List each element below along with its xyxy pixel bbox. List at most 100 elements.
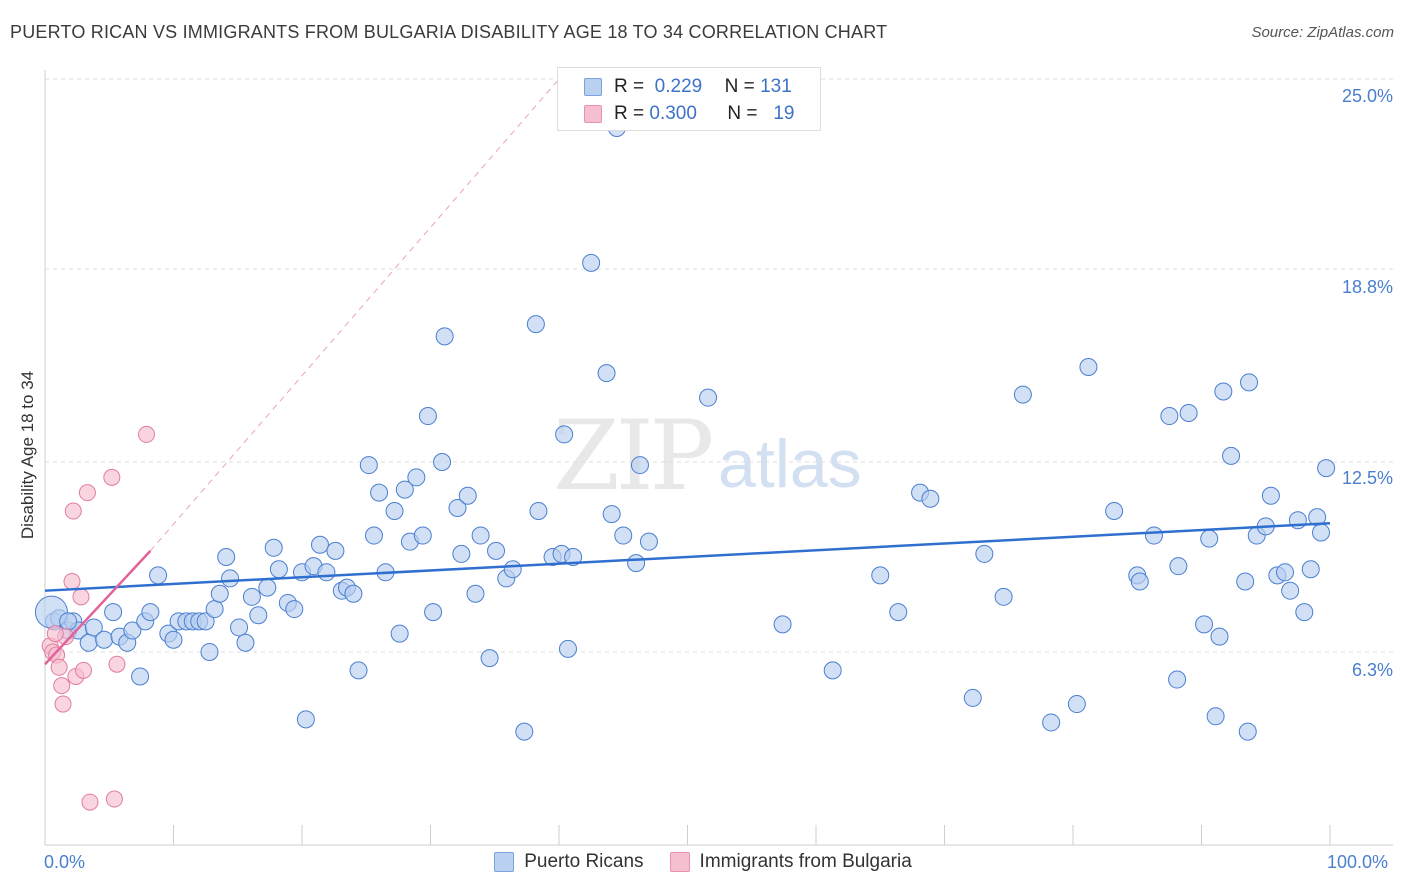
legend-row-puerto-ricans: R = 0.229 N = 131 <box>584 75 792 99</box>
legend-r-value: 0.229 <box>654 76 703 97</box>
puerto-rican-point <box>1169 557 1188 576</box>
puerto-rican-point <box>95 630 114 649</box>
y-tick-label: 18.8% <box>1341 277 1393 297</box>
puerto-rican-point <box>79 633 98 652</box>
puerto-rican-point <box>285 600 304 619</box>
puerto-rican-point <box>871 566 890 585</box>
bulgaria-point <box>75 661 93 679</box>
legend-r-value: 0.300 <box>649 103 697 124</box>
puerto-rican-point <box>149 566 168 585</box>
puerto-rican-point <box>269 560 288 579</box>
puerto-rican-point <box>526 315 545 334</box>
puerto-rican-point <box>196 612 215 631</box>
puerto-rican-point <box>435 327 454 346</box>
y-tick-label: 25.0% <box>1341 86 1393 106</box>
puerto-rican-point <box>221 569 240 588</box>
puerto-rican-point <box>963 688 982 707</box>
puerto-rican-point <box>418 407 437 426</box>
series-name-puerto-ricans: Puerto Ricans <box>524 851 644 872</box>
bulgaria-point <box>108 655 126 673</box>
puerto-rican-point <box>104 603 123 622</box>
puerto-rican-point <box>317 563 336 582</box>
puerto-rican-point <box>364 526 383 545</box>
puerto-rican-point <box>84 618 103 637</box>
puerto-rican-point <box>889 603 908 622</box>
puerto-rican-point <box>1160 407 1179 426</box>
bottom-legend-swatch-pink <box>669 852 690 872</box>
puerto-rican-point <box>1210 627 1229 646</box>
puerto-rican-point <box>1281 581 1300 600</box>
puerto-rican-point <box>141 603 160 622</box>
puerto-rican-point <box>1276 563 1295 582</box>
puerto-rican-point <box>1200 529 1219 548</box>
puerto-rican-point <box>699 388 718 407</box>
puerto-rican-point <box>975 544 994 563</box>
puerto-rican-point <box>1042 713 1061 732</box>
legend-n-value: 19 <box>773 103 795 124</box>
bottom-legend-puerto-ricans: Puerto Ricans <box>494 851 644 873</box>
puerto-rican-point <box>529 502 548 521</box>
puerto-rican-point <box>264 538 283 557</box>
legend-n-label: N = <box>724 76 755 97</box>
puerto-rican-point <box>1067 695 1086 714</box>
puerto-rican-point <box>242 587 261 606</box>
puerto-rican-point <box>310 535 329 554</box>
legend-r-label: R = <box>614 103 645 124</box>
puerto-rican-point <box>487 541 506 560</box>
puerto-rican-point <box>1195 615 1214 634</box>
puerto-rican-point <box>614 526 633 545</box>
bulgaria-point <box>105 790 123 808</box>
puerto-rican-point <box>630 456 649 475</box>
puerto-rican-point <box>582 253 601 272</box>
puerto-rican-point <box>1206 707 1225 726</box>
puerto-rican-point <box>558 639 577 658</box>
legend-row-bulgaria: R = 0.300 N = 19 <box>584 102 794 126</box>
puerto-rican-point <box>217 547 236 566</box>
puerto-rican-point <box>466 584 485 603</box>
legend: R = 0.229 N = 131 R = 0.300 N = 19 <box>557 67 821 131</box>
puerto-rican-point <box>210 584 229 603</box>
puerto-rican-point <box>602 505 621 524</box>
puerto-rican-point <box>1130 572 1149 591</box>
watermark-atlas: atlas <box>718 426 862 502</box>
puerto-rican-point <box>296 710 315 729</box>
legend-r-label: R = <box>614 76 645 97</box>
legend-n-value: 131 <box>760 76 792 97</box>
bulgaria-point <box>54 695 72 713</box>
puerto-rican-point <box>1317 459 1336 478</box>
puerto-rican-point <box>555 425 574 444</box>
bottom-legend-bulgaria: Immigrants from Bulgaria <box>669 851 912 873</box>
puerto-rican-point <box>433 453 452 471</box>
chart-title: PUERTO RICAN VS IMMIGRANTS FROM BULGARIA… <box>10 22 888 42</box>
puerto-rican-point <box>131 667 150 686</box>
puerto-rican-point <box>1079 358 1098 377</box>
puerto-rican-point <box>359 456 378 475</box>
puerto-rican-point <box>258 578 277 597</box>
puerto-rican-point <box>452 544 471 563</box>
puerto-rican-point <box>773 615 792 634</box>
puerto-rican-point <box>164 630 183 649</box>
legend-swatch-blue <box>584 78 602 96</box>
bulgaria-point <box>64 502 82 520</box>
puerto-rican-point <box>921 489 940 508</box>
puerto-rican-point <box>1261 486 1280 505</box>
puerto-rican-point <box>424 603 443 622</box>
series-name-bulgaria: Immigrants from Bulgaria <box>699 851 912 872</box>
puerto-rican-point <box>385 502 404 521</box>
bulgaria-trend-line <box>44 550 152 666</box>
bulgaria-point <box>50 658 68 676</box>
bottom-legend: Puerto Ricans Immigrants from Bulgaria <box>0 851 1406 873</box>
puerto-rican-point <box>200 642 219 661</box>
puerto-rican-point <box>413 526 432 545</box>
puerto-rican-point <box>59 612 78 631</box>
bulgaria-trend-extension <box>149 78 560 552</box>
puerto-rican-point <box>326 541 345 560</box>
puerto-rican-point <box>1105 502 1124 521</box>
puerto-rican-point <box>1168 670 1187 689</box>
x-tick-label: 0.0% <box>44 852 86 872</box>
puerto-rican-point <box>390 624 409 643</box>
puerto-rican-point <box>639 532 658 551</box>
puerto-rican-point <box>1295 603 1314 622</box>
puerto-rican-point <box>627 554 646 573</box>
